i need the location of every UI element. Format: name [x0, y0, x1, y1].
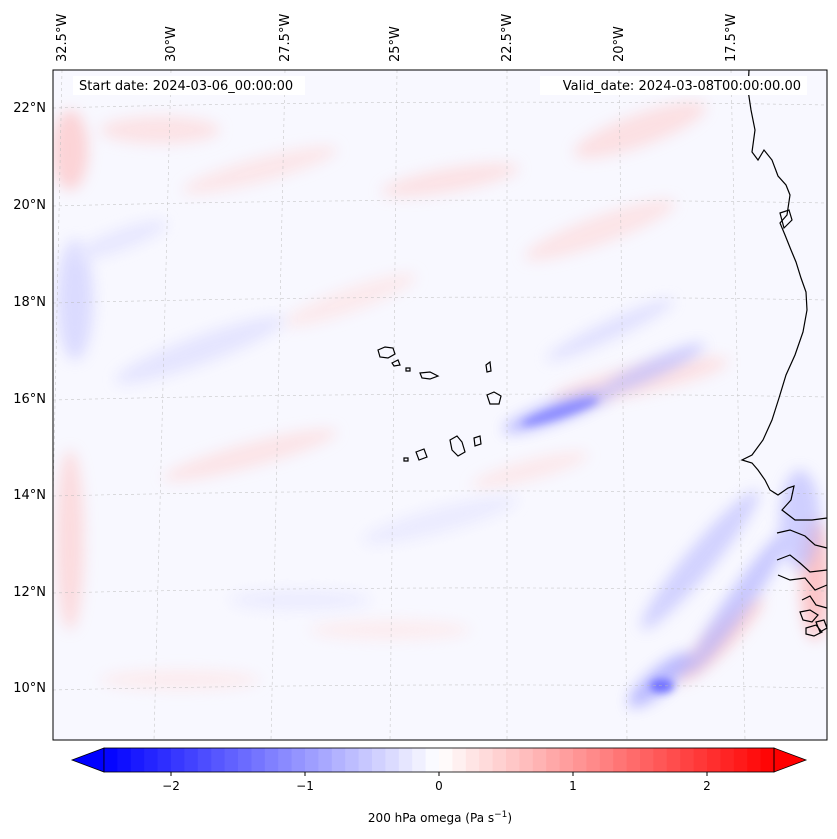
colorbar-min-extend — [70, 747, 105, 773]
lon-label: 25°W — [388, 26, 403, 62]
colorbar-band — [439, 748, 453, 772]
colorbar-band — [747, 748, 762, 772]
colorbar-band — [599, 748, 614, 772]
colorbar-band — [331, 748, 346, 772]
colorbar-label-exponent: −1 — [494, 810, 507, 820]
colorbar-band — [707, 748, 721, 772]
omega-field — [53, 101, 827, 708]
valid-date-label: Valid_date: 2024-03-08T00:00:00.00 — [563, 79, 801, 94]
colorbar-band — [546, 748, 561, 772]
colorbar-band — [251, 748, 266, 772]
colorbar-band — [653, 748, 668, 772]
colorbar-band — [519, 748, 534, 772]
colorbar-band — [720, 748, 735, 772]
lon-label: 17.5°W — [724, 14, 739, 62]
colorbar-band — [573, 748, 587, 772]
colorbar-band — [211, 748, 226, 772]
colorbar-band — [492, 748, 507, 772]
colorbar-band — [640, 748, 654, 772]
colorbar-bands — [104, 748, 775, 772]
lat-label: 12°N — [13, 585, 46, 600]
colorbar-tick-label: 2 — [703, 779, 711, 793]
cabo-verde-islands — [377, 346, 502, 462]
colorbar-max-extend — [773, 747, 808, 773]
latitude-labels: 22°N 20°N 18°N 16°N 14°N 12°N 10°N — [13, 101, 46, 696]
colorbar-band — [452, 748, 467, 772]
map-panel — [52, 69, 828, 741]
colorbar-band — [278, 748, 293, 772]
colorbar-band — [117, 748, 132, 772]
lat-label: 10°N — [13, 681, 46, 696]
colorbar-band — [465, 748, 480, 772]
colorbar-band — [171, 748, 185, 772]
lat-label: 20°N — [13, 198, 46, 213]
colorbar-band — [184, 748, 199, 772]
colorbar-band — [291, 748, 306, 772]
colorbar-tick-label: 0 — [435, 779, 443, 793]
valid-date-box — [540, 76, 807, 95]
longitude-labels: 32.5°W 30°W 27.5°W 25°W 22.5°W 20°W 17.5… — [55, 14, 739, 62]
colorbar-tick-label: 1 — [569, 779, 577, 793]
colorbar-band — [532, 748, 547, 772]
colorbar-band — [318, 748, 333, 772]
lon-label: 32.5°W — [55, 14, 70, 62]
colorbar-band — [693, 748, 708, 772]
map-frame — [52, 69, 828, 741]
colorbar-label: 200 hPa omega (Pa s — [368, 811, 494, 825]
colorbar-band — [479, 748, 494, 772]
lat-label: 14°N — [13, 488, 46, 503]
colorbar-band — [666, 748, 681, 772]
african-coastline — [740, 69, 828, 637]
colorbar-band — [264, 748, 279, 772]
colorbar-band — [358, 748, 373, 772]
colorbar-band — [385, 748, 400, 772]
lon-label: 22.5°W — [500, 14, 515, 62]
colorbar-band — [238, 748, 252, 772]
colorbar-band — [104, 748, 118, 772]
colorbar-band — [586, 748, 601, 772]
colorbar-band — [398, 748, 413, 772]
colorbar-ticks: −2 −1 0 1 2 — [162, 772, 711, 793]
lat-label: 16°N — [13, 392, 46, 407]
colorbar-tick-label: −2 — [162, 779, 180, 793]
lat-label: 22°N — [13, 101, 46, 116]
colorbar-band — [425, 748, 440, 772]
lon-label: 27.5°W — [278, 14, 293, 62]
colorbar-band — [559, 748, 574, 772]
start-date-box — [73, 76, 305, 95]
colorbar-tick-label: −1 — [296, 779, 314, 793]
colorbar-band — [412, 748, 427, 772]
gridlines — [53, 70, 827, 740]
lat-label: 18°N — [13, 295, 46, 310]
colorbar-band — [733, 748, 748, 772]
colorbar-band — [506, 748, 520, 772]
colorbar-band — [345, 748, 360, 772]
lon-label: 30°W — [164, 26, 179, 62]
colorbar-band — [626, 748, 641, 772]
colorbar-band — [144, 748, 159, 772]
colorbar-band — [130, 748, 145, 772]
colorbar-label-close: ) — [507, 811, 512, 825]
colorbar-band — [305, 748, 319, 772]
colorbar-band — [613, 748, 628, 772]
colorbar-band — [224, 748, 239, 772]
colorbar-band — [680, 748, 695, 772]
start-date-label: Start date: 2024-03-06_00:00:00 — [79, 79, 293, 94]
colorbar-band — [157, 748, 172, 772]
colorbar-band — [197, 748, 212, 772]
lon-label: 20°W — [612, 26, 627, 62]
colorbar: −2 −1 0 1 2 200 hPa omega (Pa s−1) — [70, 747, 808, 825]
colorbar-title: 200 hPa omega (Pa s−1) — [368, 810, 512, 825]
date-header: Start date: 2024-03-06_00:00:00 Valid_da… — [73, 76, 807, 95]
colorbar-band — [372, 748, 386, 772]
colorbar-band — [760, 748, 775, 772]
